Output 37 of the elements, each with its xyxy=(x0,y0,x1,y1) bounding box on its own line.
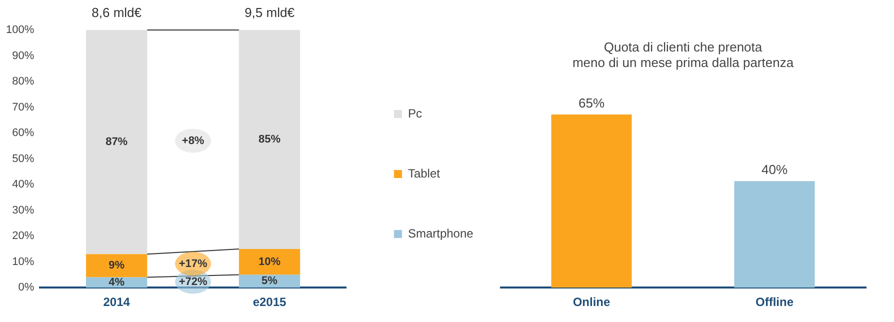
data-label: 9% xyxy=(108,260,125,272)
y-tick-label: 40% xyxy=(12,178,34,191)
legend-label: Pc xyxy=(408,106,429,120)
data-label: 85% xyxy=(258,134,281,146)
y-tick-label: 10% xyxy=(12,256,34,268)
data-label: 4% xyxy=(108,276,125,288)
bar xyxy=(238,30,300,249)
data-label: 65% xyxy=(578,96,605,111)
annotation: +8% xyxy=(182,134,204,147)
annotation: +72% xyxy=(178,276,208,288)
bar xyxy=(238,274,300,288)
x-tick-label: e2015 xyxy=(252,295,287,310)
y-tick-label: 100% xyxy=(6,24,34,36)
data-label: 40% xyxy=(761,162,788,178)
annotation: 9,5 mld€ xyxy=(244,5,296,20)
chart-title: Quota di clienti che prenota meno di un mese prima dalla partenza xyxy=(572,39,794,70)
legend-label: Smartphone xyxy=(408,226,480,240)
annotation: 8,6 mld€ xyxy=(92,5,142,20)
data-label: 10% xyxy=(258,256,281,268)
data-label: 5% xyxy=(262,275,278,288)
x-tick-label: Offline xyxy=(756,295,794,310)
y-tick-label: 30% xyxy=(12,204,34,216)
bar xyxy=(86,254,148,278)
annotation: +17% xyxy=(178,258,208,270)
y-tick-label: 50% xyxy=(12,152,34,165)
bar xyxy=(238,248,300,275)
y-tick-label: 70% xyxy=(12,101,34,114)
y-tick-label: 60% xyxy=(12,127,34,140)
x-tick-label: 2014 xyxy=(103,295,130,310)
y-tick-label: 20% xyxy=(12,230,34,242)
x-tick-label: Online xyxy=(572,295,610,310)
bar xyxy=(86,30,148,254)
y-tick-label: 0% xyxy=(18,282,34,294)
y-tick-label: 90% xyxy=(12,50,34,62)
data-label: 87% xyxy=(106,136,128,148)
legend-label: Tablet xyxy=(408,166,447,180)
y-tick-label: 80% xyxy=(12,76,34,88)
